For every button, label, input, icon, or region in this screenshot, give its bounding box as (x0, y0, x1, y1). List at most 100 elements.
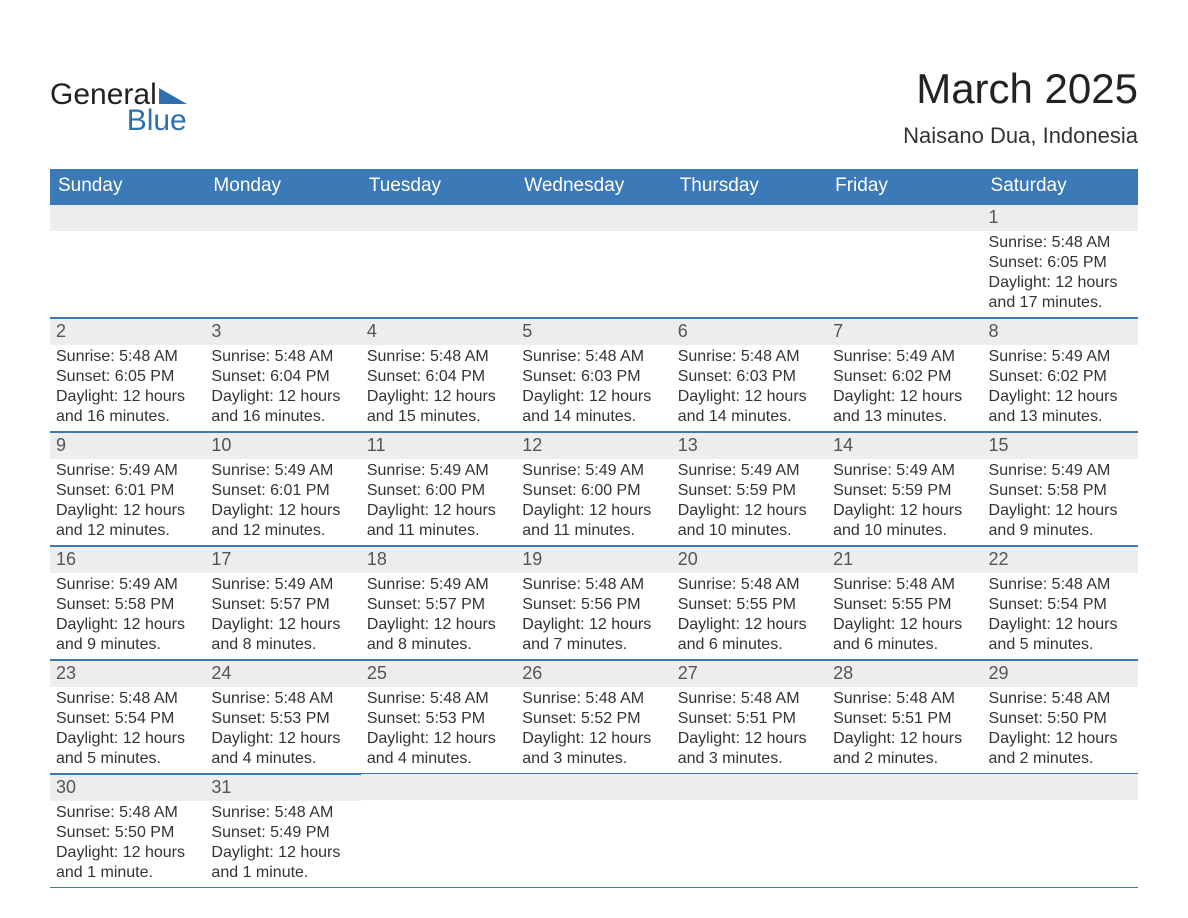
day-number: 26 (516, 660, 671, 687)
sunset-line: Sunset: 5:54 PM (989, 595, 1132, 615)
day-cell: 29Sunrise: 5:48 AMSunset: 5:50 PMDayligh… (983, 660, 1138, 774)
daylight-line-2: and 10 minutes. (678, 521, 821, 541)
day-details: Sunrise: 5:49 AMSunset: 6:02 PMDaylight:… (827, 345, 982, 431)
day-details: Sunrise: 5:49 AMSunset: 5:58 PMDaylight:… (50, 573, 205, 659)
daylight-line-1: Daylight: 12 hours (367, 615, 510, 635)
daylight-line-2: and 11 minutes. (367, 521, 510, 541)
day-details (983, 800, 1138, 886)
day-details: Sunrise: 5:49 AMSunset: 5:57 PMDaylight:… (361, 573, 516, 659)
day-cell: 23Sunrise: 5:48 AMSunset: 5:54 PMDayligh… (50, 660, 205, 774)
sunset-line: Sunset: 5:57 PM (211, 595, 354, 615)
day-details (361, 231, 516, 317)
day-number: 31 (205, 774, 360, 801)
week-row: 9Sunrise: 5:49 AMSunset: 6:01 PMDaylight… (50, 432, 1138, 546)
day-details: Sunrise: 5:48 AMSunset: 5:50 PMDaylight:… (983, 687, 1138, 773)
daylight-line-2: and 16 minutes. (56, 407, 199, 427)
day-number (672, 204, 827, 231)
day-number: 23 (50, 660, 205, 687)
daylight-line-1: Daylight: 12 hours (989, 615, 1132, 635)
col-saturday: Saturday (983, 169, 1138, 204)
day-number: 11 (361, 432, 516, 459)
daylight-line-2: and 1 minute. (56, 863, 199, 883)
daylight-line-2: and 6 minutes. (833, 635, 976, 655)
day-details (672, 800, 827, 886)
day-details: Sunrise: 5:48 AMSunset: 5:55 PMDaylight:… (827, 573, 982, 659)
day-cell: 1Sunrise: 5:48 AMSunset: 6:05 PMDaylight… (983, 204, 1138, 318)
sunrise-line: Sunrise: 5:48 AM (833, 575, 976, 595)
sunrise-line: Sunrise: 5:49 AM (989, 347, 1132, 367)
day-cell: 24Sunrise: 5:48 AMSunset: 5:53 PMDayligh… (205, 660, 360, 774)
day-cell (361, 204, 516, 318)
sunset-line: Sunset: 6:00 PM (367, 481, 510, 501)
sunrise-line: Sunrise: 5:49 AM (678, 461, 821, 481)
day-cell: 31Sunrise: 5:48 AMSunset: 5:49 PMDayligh… (205, 774, 360, 888)
daylight-line-2: and 2 minutes. (833, 749, 976, 769)
sunrise-line: Sunrise: 5:48 AM (989, 233, 1132, 253)
daylight-line-1: Daylight: 12 hours (367, 387, 510, 407)
day-number: 12 (516, 432, 671, 459)
daylight-line-1: Daylight: 12 hours (678, 729, 821, 749)
daylight-line-1: Daylight: 12 hours (522, 501, 665, 521)
week-row: 16Sunrise: 5:49 AMSunset: 5:58 PMDayligh… (50, 546, 1138, 660)
sunset-line: Sunset: 5:55 PM (678, 595, 821, 615)
day-cell (50, 204, 205, 318)
daylight-line-2: and 17 minutes. (989, 293, 1132, 313)
sunset-line: Sunset: 5:58 PM (989, 481, 1132, 501)
day-cell: 12Sunrise: 5:49 AMSunset: 6:00 PMDayligh… (516, 432, 671, 546)
daylight-line-1: Daylight: 12 hours (678, 387, 821, 407)
daylight-line-1: Daylight: 12 hours (522, 387, 665, 407)
day-number: 14 (827, 432, 982, 459)
day-cell (827, 204, 982, 318)
daylight-line-1: Daylight: 12 hours (56, 501, 199, 521)
daylight-line-2: and 5 minutes. (989, 635, 1132, 655)
week-row: 1Sunrise: 5:48 AMSunset: 6:05 PMDaylight… (50, 204, 1138, 318)
sunset-line: Sunset: 6:03 PM (678, 367, 821, 387)
day-number: 8 (983, 318, 1138, 345)
col-friday: Friday (827, 169, 982, 204)
daylight-line-1: Daylight: 12 hours (56, 387, 199, 407)
daylight-line-1: Daylight: 12 hours (367, 729, 510, 749)
sunrise-line: Sunrise: 5:49 AM (367, 461, 510, 481)
day-number (50, 204, 205, 231)
page-header: March 2025 Naisano Dua, Indonesia (50, 55, 1138, 149)
daylight-line-1: Daylight: 12 hours (522, 729, 665, 749)
day-details: Sunrise: 5:48 AMSunset: 5:51 PMDaylight:… (827, 687, 982, 773)
day-number: 7 (827, 318, 982, 345)
daylight-line-1: Daylight: 12 hours (367, 501, 510, 521)
day-number: 25 (361, 660, 516, 687)
daylight-line-2: and 9 minutes. (989, 521, 1132, 541)
sunrise-line: Sunrise: 5:49 AM (56, 461, 199, 481)
day-details: Sunrise: 5:48 AMSunset: 5:56 PMDaylight:… (516, 573, 671, 659)
day-cell: 7Sunrise: 5:49 AMSunset: 6:02 PMDaylight… (827, 318, 982, 432)
day-number (205, 204, 360, 231)
daylight-line-2: and 3 minutes. (678, 749, 821, 769)
day-number (361, 204, 516, 231)
sunrise-line: Sunrise: 5:49 AM (522, 461, 665, 481)
month-title: March 2025 (50, 55, 1138, 113)
sunset-line: Sunset: 5:57 PM (367, 595, 510, 615)
sunset-line: Sunset: 5:54 PM (56, 709, 199, 729)
sunrise-line: Sunrise: 5:48 AM (211, 347, 354, 367)
day-details (672, 231, 827, 317)
sunset-line: Sunset: 6:02 PM (833, 367, 976, 387)
day-number: 24 (205, 660, 360, 687)
daylight-line-2: and 15 minutes. (367, 407, 510, 427)
day-cell: 30Sunrise: 5:48 AMSunset: 5:50 PMDayligh… (50, 774, 205, 888)
day-cell (672, 204, 827, 318)
day-cell: 5Sunrise: 5:48 AMSunset: 6:03 PMDaylight… (516, 318, 671, 432)
day-cell: 6Sunrise: 5:48 AMSunset: 6:03 PMDaylight… (672, 318, 827, 432)
day-details: Sunrise: 5:48 AMSunset: 5:55 PMDaylight:… (672, 573, 827, 659)
day-number: 15 (983, 432, 1138, 459)
daylight-line-1: Daylight: 12 hours (56, 843, 199, 863)
sunrise-line: Sunrise: 5:48 AM (211, 689, 354, 709)
sunset-line: Sunset: 6:00 PM (522, 481, 665, 501)
day-number (361, 774, 516, 800)
sunrise-line: Sunrise: 5:48 AM (56, 803, 199, 823)
col-tuesday: Tuesday (361, 169, 516, 204)
sunrise-line: Sunrise: 5:48 AM (522, 575, 665, 595)
day-cell (516, 204, 671, 318)
day-details: Sunrise: 5:49 AMSunset: 6:01 PMDaylight:… (205, 459, 360, 545)
day-details: Sunrise: 5:48 AMSunset: 5:53 PMDaylight:… (361, 687, 516, 773)
sunset-line: Sunset: 5:59 PM (678, 481, 821, 501)
location-label: Naisano Dua, Indonesia (50, 123, 1138, 149)
